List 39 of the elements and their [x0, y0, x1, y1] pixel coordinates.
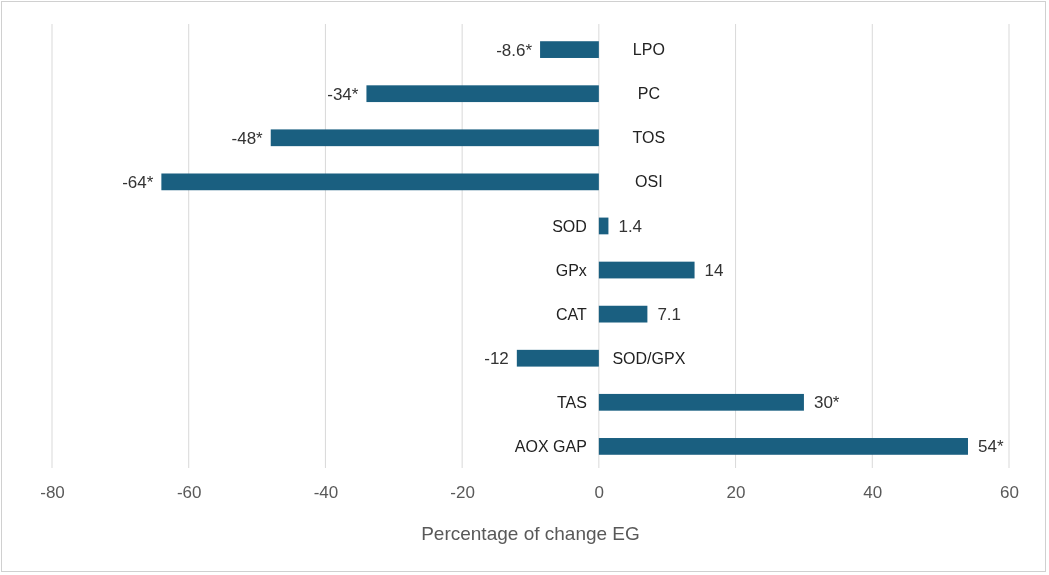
bar	[161, 173, 599, 191]
bar	[598, 261, 695, 279]
y-tick-label: LPO	[632, 41, 665, 59]
bar	[366, 85, 599, 103]
data-label: 30*	[813, 393, 840, 413]
y-tick-label: SOD/GPX	[612, 349, 686, 367]
bar	[598, 438, 968, 455]
data-label: -8.6*	[496, 40, 533, 60]
data-label: -34*	[327, 84, 359, 104]
y-tick-label: AOX GAP	[514, 438, 587, 455]
data-label: 7.1	[657, 305, 682, 325]
bar	[598, 393, 804, 411]
y-tick-label: TAS	[556, 393, 587, 411]
data-label: -48*	[231, 128, 264, 148]
x-axis-title: Percentage of change EG	[421, 523, 640, 544]
x-tick-label: -40	[313, 483, 339, 503]
y-tick-label: GPx	[555, 261, 587, 279]
y-tick-label: OSI	[635, 173, 663, 191]
data-label: 1.4	[618, 216, 643, 236]
data-label: -12	[484, 349, 509, 369]
bar	[270, 129, 599, 147]
y-tick-label: CAT	[556, 305, 588, 323]
data-label: 54*	[977, 437, 1004, 457]
bar	[598, 305, 648, 323]
x-tick-label: 40	[863, 483, 883, 503]
bar	[540, 41, 599, 58]
data-label: -64*	[122, 172, 154, 192]
x-tick-label: -80	[40, 483, 65, 503]
x-tick-label: -60	[176, 483, 202, 503]
x-tick-label: -20	[450, 483, 475, 503]
bar	[598, 217, 609, 235]
bar	[516, 349, 599, 367]
y-tick-label: SOD	[552, 217, 587, 235]
data-label: 14	[704, 260, 724, 280]
x-tick-label: 20	[726, 483, 746, 503]
x-tick-label: 0	[594, 483, 605, 503]
y-tick-label: PC	[637, 85, 660, 103]
x-tick-label: 60	[1000, 483, 1019, 503]
y-tick-label: TOS	[632, 129, 666, 147]
